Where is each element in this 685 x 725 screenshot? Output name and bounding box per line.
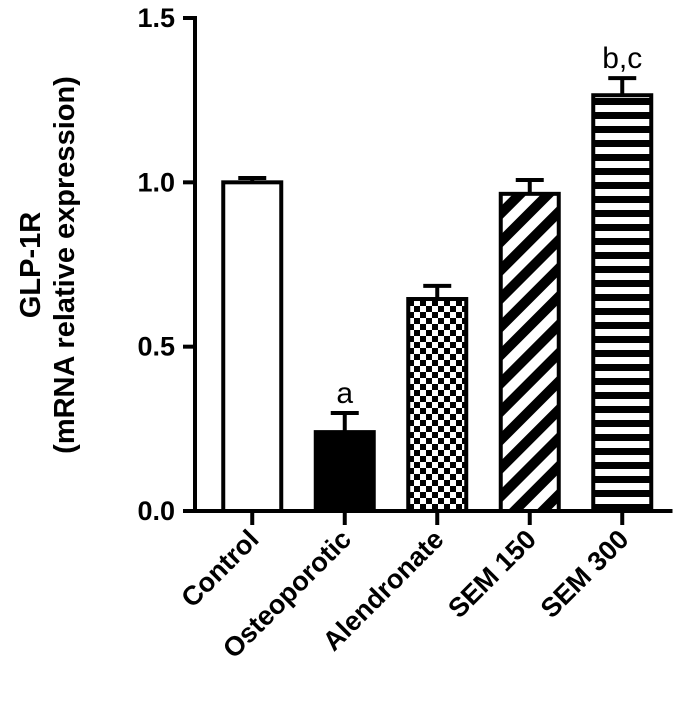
x-tick-label: SEM 300 <box>535 524 635 624</box>
y-tick-label: 0.5 <box>137 332 175 362</box>
y-axis-label: GLP-1R <box>15 212 47 318</box>
y-tick-label: 1.5 <box>137 3 175 33</box>
y-tick-label: 1.0 <box>137 167 175 197</box>
annotation: b,c <box>602 42 642 75</box>
annotation: a <box>336 377 353 410</box>
bar <box>221 180 284 513</box>
bar <box>406 297 469 514</box>
bar <box>591 93 654 513</box>
x-tick-label: SEM 150 <box>442 524 542 624</box>
bar <box>498 191 561 513</box>
y-axis-label: (mRNA relative expression) <box>49 76 81 454</box>
bar <box>313 430 376 513</box>
y-tick-label: 0.0 <box>137 496 175 526</box>
x-tick-label: Control <box>175 524 264 613</box>
